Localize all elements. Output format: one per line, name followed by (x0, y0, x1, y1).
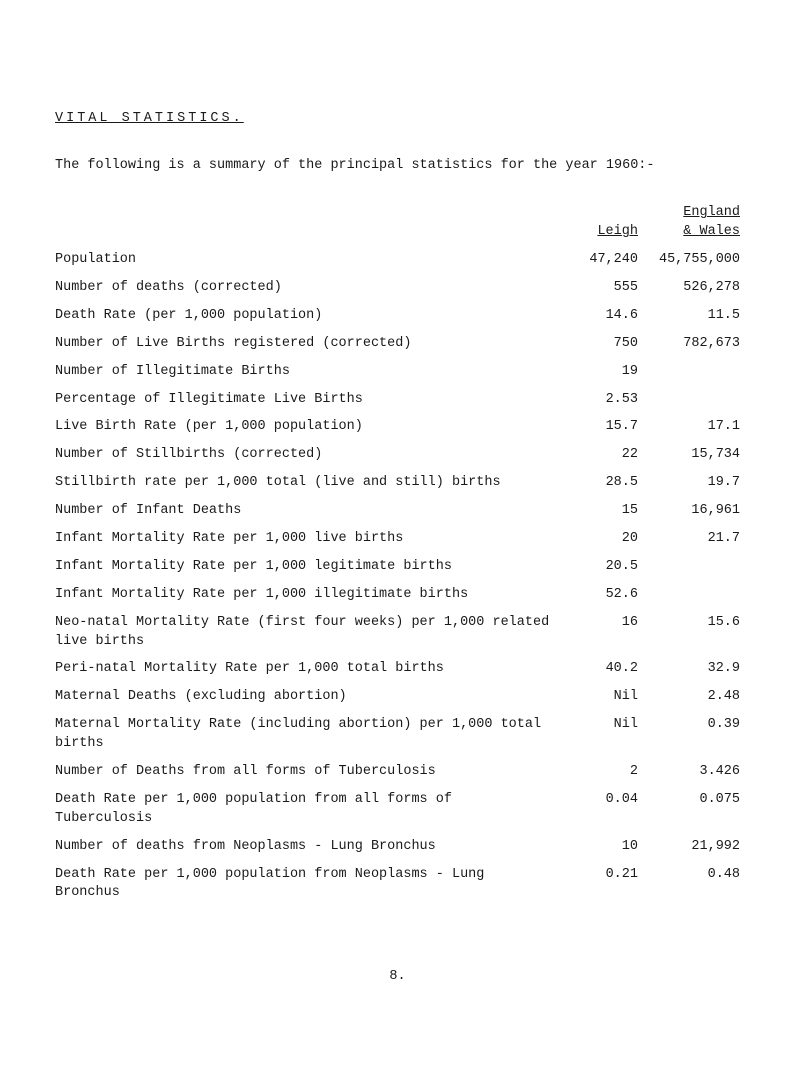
table-row: Number of deaths from Neoplasms - Lung B… (55, 833, 740, 861)
row-label: Infant Mortality Rate per 1,000 legitima… (55, 553, 556, 581)
row-england-wales-value: 17.1 (648, 414, 740, 442)
header-leigh: Leigh (556, 200, 648, 247)
header-england-wales: England & Wales (648, 200, 740, 247)
row-england-wales-value: 3.426 (648, 758, 740, 786)
row-label: Number of deaths from Neoplasms - Lung B… (55, 833, 556, 861)
header-empty (55, 200, 556, 247)
row-leigh-value: 15 (556, 498, 648, 526)
section-title: VITAL STATISTICS. (55, 110, 740, 129)
row-england-wales-value: 11.5 (648, 302, 740, 330)
row-leigh-value: 52.6 (556, 581, 648, 609)
row-label: Stillbirth rate per 1,000 total (live an… (55, 470, 556, 498)
row-leigh-value: Nil (556, 684, 648, 712)
table-row: Number of Infant Deaths1516,961 (55, 498, 740, 526)
row-leigh-value: 2.53 (556, 386, 648, 414)
table-row: Number of Live Births registered (correc… (55, 330, 740, 358)
row-leigh-value: 16 (556, 609, 648, 656)
row-leigh-value: Nil (556, 712, 648, 759)
row-england-wales-value: 526,278 (648, 274, 740, 302)
table-row: Maternal Deaths (excluding abortion)Nil2… (55, 684, 740, 712)
row-leigh-value: 20 (556, 525, 648, 553)
row-leigh-value: 22 (556, 442, 648, 470)
row-england-wales-value (648, 553, 740, 581)
row-label: Death Rate (per 1,000 population) (55, 302, 556, 330)
row-leigh-value: 28.5 (556, 470, 648, 498)
row-england-wales-value: 0.48 (648, 861, 740, 908)
page-number: 8. (55, 968, 740, 987)
row-leigh-value: 15.7 (556, 414, 648, 442)
row-leigh-value: 750 (556, 330, 648, 358)
row-label: Infant Mortality Rate per 1,000 live bir… (55, 525, 556, 553)
row-leigh-value: 555 (556, 274, 648, 302)
row-leigh-value: 40.2 (556, 656, 648, 684)
table-row: Infant Mortality Rate per 1,000 illegiti… (55, 581, 740, 609)
row-leigh-value: 2 (556, 758, 648, 786)
row-england-wales-value: 782,673 (648, 330, 740, 358)
row-label: Infant Mortality Rate per 1,000 illegiti… (55, 581, 556, 609)
table-row: Neo-natal Mortality Rate (first four wee… (55, 609, 740, 656)
row-england-wales-value: 21.7 (648, 525, 740, 553)
header-england-wales-text: England & Wales (683, 205, 740, 239)
row-label: Number of Deaths from all forms of Tuber… (55, 758, 556, 786)
row-england-wales-value: 0.075 (648, 786, 740, 833)
table-row: Infant Mortality Rate per 1,000 legitima… (55, 553, 740, 581)
row-label: Death Rate per 1,000 population from Neo… (55, 861, 556, 908)
table-row: Death Rate per 1,000 population from all… (55, 786, 740, 833)
row-label: Number of Stillbirths (corrected) (55, 442, 556, 470)
row-england-wales-value: 15,734 (648, 442, 740, 470)
row-england-wales-value (648, 581, 740, 609)
row-england-wales-value: 45,755,000 (648, 247, 740, 275)
row-label: Death Rate per 1,000 population from all… (55, 786, 556, 833)
row-leigh-value: 20.5 (556, 553, 648, 581)
row-leigh-value: 47,240 (556, 247, 648, 275)
row-label: Peri-natal Mortality Rate per 1,000 tota… (55, 656, 556, 684)
row-england-wales-value: 15.6 (648, 609, 740, 656)
row-england-wales-value: 21,992 (648, 833, 740, 861)
table-row: Population47,24045,755,000 (55, 247, 740, 275)
row-england-wales-value: 16,961 (648, 498, 740, 526)
row-england-wales-value (648, 386, 740, 414)
table-row: Number of Illegitimate Births19 (55, 358, 740, 386)
row-leigh-value: 0.04 (556, 786, 648, 833)
row-leigh-value: 14.6 (556, 302, 648, 330)
row-england-wales-value: 32.9 (648, 656, 740, 684)
row-label: Percentage of Illegitimate Live Births (55, 386, 556, 414)
table-row: Number of Deaths from all forms of Tuber… (55, 758, 740, 786)
table-row: Number of deaths (corrected)555526,278 (55, 274, 740, 302)
row-england-wales-value: 0.39 (648, 712, 740, 759)
row-england-wales-value: 2.48 (648, 684, 740, 712)
row-leigh-value: 19 (556, 358, 648, 386)
row-leigh-value: 0.21 (556, 861, 648, 908)
row-label: Population (55, 247, 556, 275)
table-row: Peri-natal Mortality Rate per 1,000 tota… (55, 656, 740, 684)
row-england-wales-value: 19.7 (648, 470, 740, 498)
row-label: Number of Illegitimate Births (55, 358, 556, 386)
table-row: Percentage of Illegitimate Live Births2.… (55, 386, 740, 414)
table-row: Live Birth Rate (per 1,000 population)15… (55, 414, 740, 442)
row-leigh-value: 10 (556, 833, 648, 861)
table-row: Number of Stillbirths (corrected)2215,73… (55, 442, 740, 470)
row-label: Number of deaths (corrected) (55, 274, 556, 302)
row-label: Neo-natal Mortality Rate (first four wee… (55, 609, 556, 656)
header-row: Leigh England & Wales (55, 200, 740, 247)
row-label: Number of Live Births registered (correc… (55, 330, 556, 358)
row-label: Number of Infant Deaths (55, 498, 556, 526)
row-england-wales-value (648, 358, 740, 386)
intro-text: The following is a summary of the princi… (55, 157, 740, 176)
table-row: Death Rate per 1,000 population from Neo… (55, 861, 740, 908)
row-label: Live Birth Rate (per 1,000 population) (55, 414, 556, 442)
statistics-table: Leigh England & Wales Population47,24045… (55, 200, 740, 908)
row-label: Maternal Mortality Rate (including abort… (55, 712, 556, 759)
table-row: Death Rate (per 1,000 population)14.611.… (55, 302, 740, 330)
table-row: Infant Mortality Rate per 1,000 live bir… (55, 525, 740, 553)
row-label: Maternal Deaths (excluding abortion) (55, 684, 556, 712)
table-row: Maternal Mortality Rate (including abort… (55, 712, 740, 759)
table-row: Stillbirth rate per 1,000 total (live an… (55, 470, 740, 498)
document-page: VITAL STATISTICS. The following is a sum… (0, 0, 800, 1027)
